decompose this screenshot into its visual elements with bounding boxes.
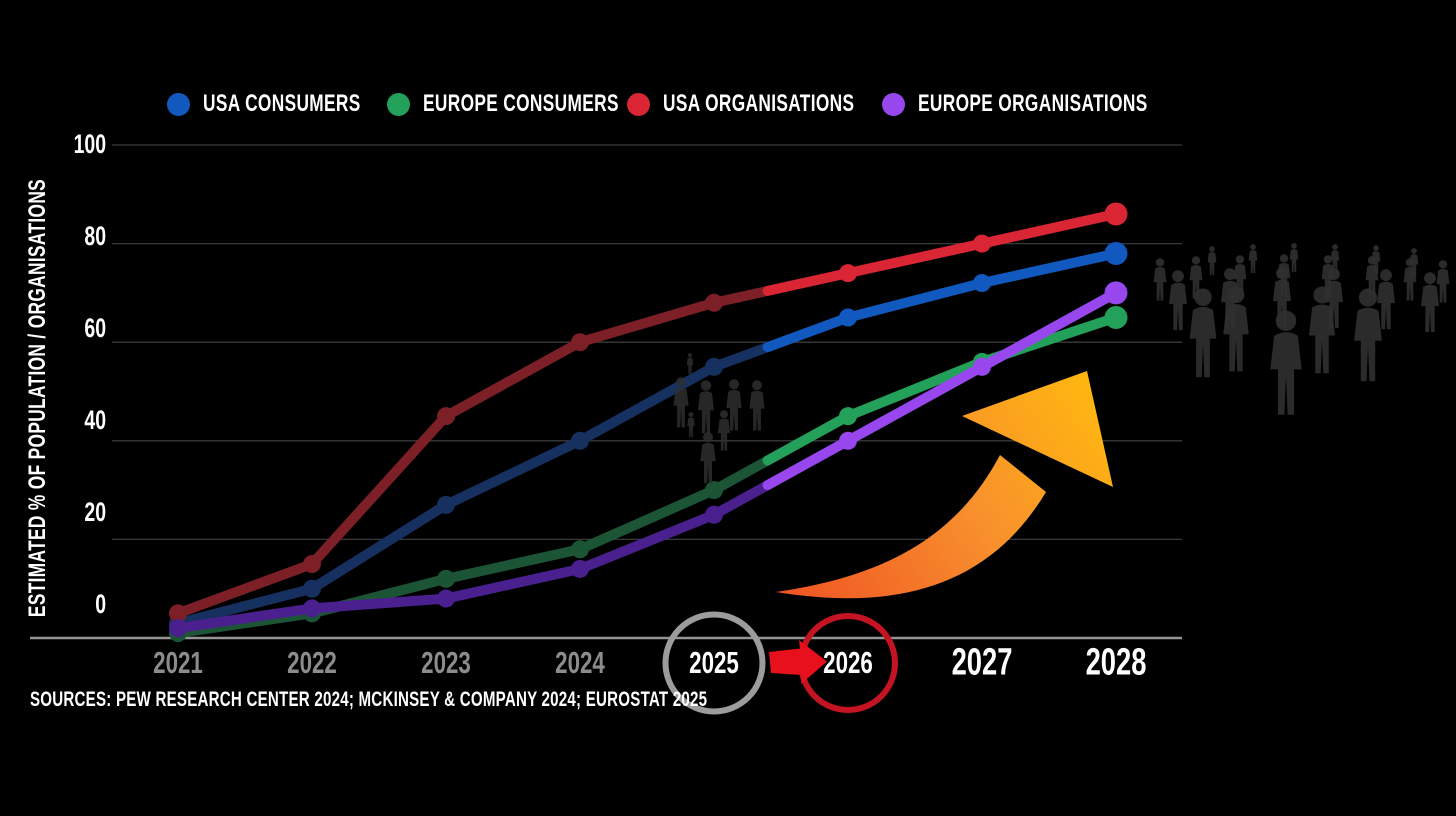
- growth-arrow-icon: [776, 455, 1046, 599]
- legend-item-usa-organisations: USA ORGANISATIONS: [627, 90, 929, 118]
- x-tick-label-2025: 2025: [689, 645, 739, 680]
- series-europe-organisations: [169, 281, 1128, 638]
- people-crowd-large-icon: [1153, 243, 1450, 415]
- data-point-marker: [303, 555, 321, 574]
- person-silhouette-icon: [687, 412, 695, 438]
- data-point-marker: [1104, 202, 1128, 226]
- data-point-marker: [973, 357, 991, 376]
- current-year-circle: [662, 611, 766, 715]
- legend-label: EUROPE CONSUMERS: [423, 90, 619, 117]
- grid-lines: [30, 144, 1182, 640]
- x-tick-label-2023: 2023: [421, 645, 471, 680]
- legend-dot-icon: [882, 92, 905, 116]
- data-point-marker: [169, 619, 187, 638]
- person-silhouette-icon: [1189, 288, 1217, 378]
- data-point-marker: [437, 495, 455, 514]
- data-point-marker: [1104, 306, 1128, 330]
- data-point-marker: [839, 308, 857, 327]
- series-forecast-line: [762, 248, 1121, 353]
- data-point-marker: [839, 431, 857, 450]
- arrow-right-icon: [769, 640, 827, 684]
- series-forecast-line: [762, 209, 1121, 296]
- person-silhouette-icon: [717, 410, 731, 451]
- data-point-marker: [839, 407, 857, 426]
- series-usa-consumers: [169, 241, 1128, 633]
- series-historical-line: [173, 480, 773, 634]
- series-historical-line: [173, 455, 773, 639]
- legend-item-usa-consumers: USA CONSUMERS: [167, 90, 422, 118]
- data-point-marker: [1104, 281, 1128, 305]
- x-tick-label-2027: 2027: [951, 641, 1013, 684]
- series-historical-line: [173, 285, 773, 619]
- x-tick-label-2026: 2026: [823, 645, 873, 680]
- y-tick-label: 100: [73, 129, 106, 159]
- legend-item-europe-organisations: EUROPE ORGANISATIONS: [882, 90, 1237, 118]
- legend-dot-icon: [627, 92, 650, 116]
- data-point-marker: [437, 589, 455, 608]
- data-point-marker: [705, 293, 723, 312]
- sources-caption: SOURCES: PEW RESEARCH CENTER 2024; MCKIN…: [30, 688, 971, 712]
- sources-text: SOURCES: PEW RESEARCH CENTER 2024; MCKIN…: [30, 688, 708, 711]
- data-point-marker: [973, 274, 991, 293]
- y-tick-label: 80: [84, 221, 106, 251]
- growth-arrow-head-icon: [962, 371, 1113, 487]
- data-point-marker: [1104, 241, 1128, 265]
- y-tick-label: 60: [84, 313, 106, 343]
- person-silhouette-icon: [1421, 272, 1439, 333]
- data-point-marker: [437, 407, 455, 426]
- data-point-marker: [571, 431, 589, 450]
- person-silhouette-icon: [1436, 260, 1450, 303]
- data-point-marker: [839, 264, 857, 283]
- series-historical-line: [173, 342, 773, 629]
- data-series-lines: [169, 202, 1128, 643]
- data-point-marker: [571, 333, 589, 352]
- data-point-marker: [973, 234, 991, 253]
- person-silhouette-icon: [749, 380, 765, 431]
- person-silhouette-icon: [1153, 258, 1167, 301]
- x-tick-label-2024: 2024: [555, 645, 605, 680]
- y-tick-label: 40: [84, 405, 106, 435]
- person-silhouette-icon: [1248, 244, 1258, 274]
- data-point-marker: [571, 559, 589, 578]
- x-tick-label-2021: 2021: [153, 645, 203, 680]
- data-point-marker: [705, 505, 723, 524]
- person-silhouette-icon: [1377, 269, 1395, 330]
- data-point-marker: [303, 599, 321, 618]
- y-tick-label: 20: [84, 497, 106, 527]
- series-forecast-line: [762, 312, 1121, 466]
- x-tick-label-2028: 2028: [1085, 641, 1147, 684]
- legend-label: USA CONSUMERS: [203, 90, 361, 117]
- legend-item-europe-consumers: EUROPE CONSUMERS: [387, 90, 695, 118]
- person-silhouette-icon: [700, 432, 716, 484]
- legend-dot-icon: [387, 92, 410, 116]
- person-silhouette-icon: [1289, 243, 1299, 273]
- person-silhouette-icon: [1270, 310, 1302, 415]
- x-tick-label-2022: 2022: [287, 645, 337, 680]
- series-usa-organisations: [169, 202, 1128, 623]
- person-silhouette-icon: [698, 380, 714, 434]
- data-point-marker: [571, 540, 589, 559]
- series-forecast-line: [762, 287, 1121, 491]
- person-silhouette-icon: [686, 353, 694, 375]
- person-silhouette-icon: [1169, 270, 1187, 331]
- y-tick-label: 0: [95, 589, 106, 619]
- data-point-marker: [705, 357, 723, 376]
- legend-label: EUROPE ORGANISATIONS: [918, 90, 1148, 117]
- legend-label: USA ORGANISATIONS: [663, 90, 855, 117]
- person-silhouette-icon: [1207, 246, 1217, 276]
- data-point-marker: [169, 604, 187, 623]
- data-point-marker: [705, 481, 723, 500]
- data-point-marker: [437, 569, 455, 588]
- legend-dot-icon: [167, 92, 190, 116]
- data-point-marker: [303, 579, 321, 598]
